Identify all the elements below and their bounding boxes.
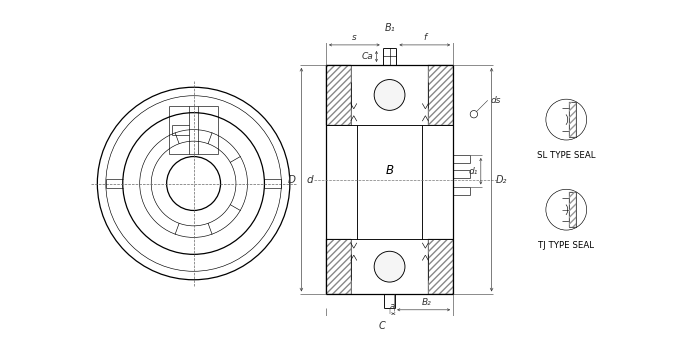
- Text: SL TYPE SEAL: SL TYPE SEAL: [537, 151, 595, 160]
- Text: B₂: B₂: [422, 298, 432, 307]
- Text: f: f: [423, 33, 426, 42]
- Text: d: d: [307, 175, 314, 185]
- Text: D₂: D₂: [496, 175, 508, 185]
- Polygon shape: [569, 192, 576, 227]
- Polygon shape: [326, 65, 351, 125]
- Text: C: C: [379, 321, 385, 331]
- Text: s: s: [352, 33, 357, 42]
- Text: B: B: [386, 164, 394, 177]
- Circle shape: [470, 110, 477, 118]
- Polygon shape: [326, 239, 351, 294]
- Text: Ca: Ca: [362, 52, 373, 61]
- Polygon shape: [428, 65, 453, 125]
- Text: D: D: [288, 175, 296, 185]
- Circle shape: [374, 251, 405, 282]
- Text: B₁: B₁: [384, 23, 395, 33]
- Text: a: a: [389, 301, 395, 311]
- Polygon shape: [569, 102, 576, 137]
- Circle shape: [374, 80, 405, 110]
- Text: ds: ds: [491, 96, 501, 105]
- Polygon shape: [428, 239, 453, 294]
- Text: TJ TYPE SEAL: TJ TYPE SEAL: [538, 241, 595, 250]
- Text: d₁: d₁: [469, 167, 477, 176]
